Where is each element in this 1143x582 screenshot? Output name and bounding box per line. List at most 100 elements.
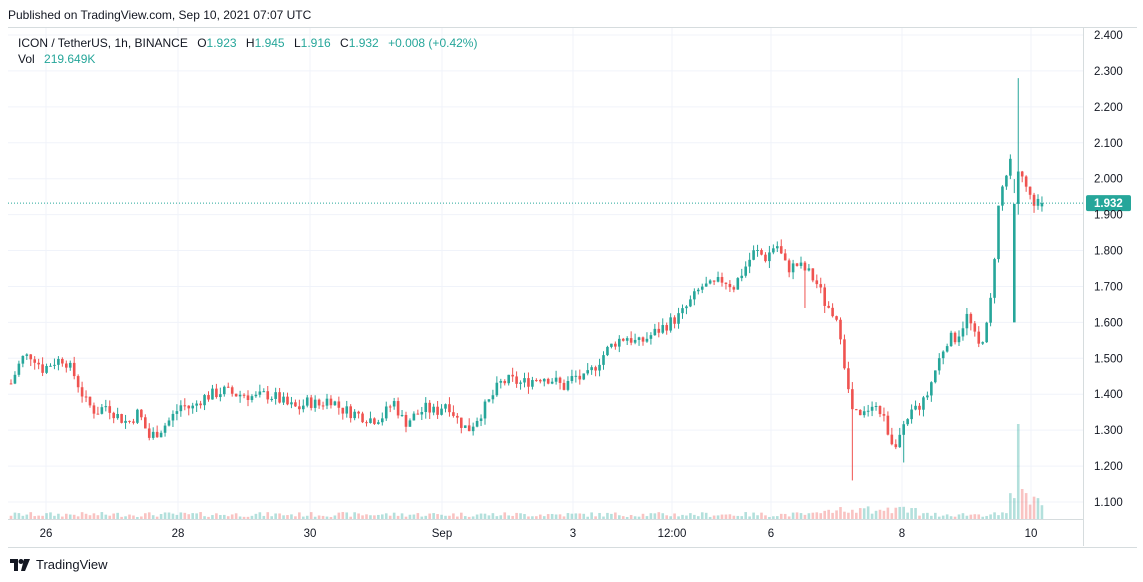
candle-body: [625, 338, 629, 341]
volume-bar: [937, 516, 941, 519]
candle-body: [550, 381, 554, 384]
volume-bar: [1036, 498, 1040, 519]
candle-body: [787, 260, 791, 273]
candle-body: [471, 426, 475, 432]
candle-body: [558, 377, 562, 383]
candle-body: [333, 401, 337, 406]
volume-bar: [535, 516, 538, 519]
volume-bar: [298, 512, 301, 519]
candle-body: [523, 378, 526, 383]
y-tick-label: 1.500: [1094, 353, 1123, 365]
candle-body: [428, 402, 431, 413]
volume-bar: [949, 516, 953, 519]
volume-bar: [981, 516, 984, 519]
x-tick-label: Sep: [432, 528, 452, 540]
volume-bar: [649, 513, 653, 519]
candle-body: [274, 392, 277, 399]
volume-bar: [460, 512, 463, 519]
volume-bar: [831, 512, 834, 519]
volume-bar: [629, 514, 633, 519]
volume-bar: [594, 516, 597, 519]
candle-body: [712, 280, 716, 282]
candlestick-chart[interactable]: 1.932 2.400 2.300 2.200 2.100 2.000 1.900 1.80…: [8, 28, 1137, 546]
candle-body: [171, 413, 175, 421]
volume-bar: [590, 512, 593, 519]
volume-bar: [542, 516, 546, 519]
volume-bar: [681, 514, 684, 519]
volume-bar: [21, 515, 25, 519]
candle-body: [823, 287, 826, 306]
x-tick-label: 3: [570, 528, 576, 540]
candle-body: [1009, 158, 1012, 176]
candle-body: [949, 332, 953, 347]
price-axis: 2.400 2.300 2.200 2.100 2.000 1.900 1.800 1.700…: [1083, 28, 1123, 546]
candle-body: [736, 278, 740, 290]
candle-body: [878, 406, 882, 415]
candle-body: [689, 299, 692, 307]
candle-body: [606, 346, 609, 356]
volume-bar: [128, 514, 131, 519]
candle-body: [937, 358, 941, 371]
change-value: +0.008 (+0.42%): [388, 36, 478, 50]
candle-body: [17, 363, 21, 375]
volume-bar: [886, 507, 890, 519]
candle-body: [641, 337, 645, 342]
volume-bar: [906, 512, 909, 519]
volume-label[interactable]: Vol: [18, 52, 35, 66]
volume-bar: [463, 516, 467, 519]
candle-body: [408, 420, 412, 427]
volume-bar: [9, 515, 13, 519]
candle-body: [614, 343, 617, 347]
volume-bar: [839, 507, 842, 519]
candle-body: [499, 380, 503, 383]
candle-body: [345, 406, 349, 414]
volume-bar: [586, 516, 589, 519]
volume-bar: [898, 506, 902, 519]
volume-bar: [175, 514, 179, 519]
candle-body: [448, 404, 451, 413]
candle-body: [361, 413, 364, 423]
volume-bar: [973, 514, 977, 519]
volume-bar: [487, 515, 491, 519]
volume-bar: [226, 516, 230, 519]
volume-bar: [384, 513, 388, 519]
volume-bar: [408, 514, 412, 519]
candle-body: [151, 431, 155, 438]
volume-bar: [910, 508, 913, 519]
last-price-label: 1.932: [1094, 198, 1123, 210]
volume-bar: [866, 506, 870, 519]
volume-bar: [234, 513, 238, 519]
candle-body: [373, 418, 376, 424]
volume-bar: [621, 516, 625, 519]
candle-body: [369, 418, 372, 423]
candle-body: [934, 370, 937, 383]
candle-body: [535, 380, 538, 382]
symbol-name[interactable]: ICON / TetherUS, 1h, BINANCE: [18, 36, 188, 50]
volume-bar: [373, 515, 376, 519]
candle-body: [290, 402, 293, 405]
candle-body: [337, 401, 341, 408]
candle-body: [13, 374, 17, 384]
high-label: H: [245, 36, 255, 50]
candle-body: [313, 399, 317, 408]
volume-bar: [614, 512, 617, 519]
candle-body: [377, 422, 380, 424]
volume-bar: [531, 516, 534, 519]
volume-bar: [361, 515, 364, 519]
footer-brand[interactable]: TradingView: [10, 557, 108, 572]
candle-body: [562, 382, 566, 390]
candle-body: [432, 406, 435, 413]
candle-body: [57, 358, 60, 365]
volume-bar: [736, 515, 740, 519]
volume-bar: [835, 510, 838, 519]
candle-body: [843, 339, 846, 369]
volume-bar: [562, 516, 566, 519]
volume-bar: [953, 516, 957, 519]
volume-bar: [574, 513, 578, 519]
volume-bar: [740, 516, 744, 519]
close-label: C: [340, 36, 349, 50]
candle-body: [491, 395, 495, 400]
candle-body: [1036, 198, 1040, 206]
candle-body: [708, 280, 712, 284]
volume-bar: [926, 512, 929, 519]
